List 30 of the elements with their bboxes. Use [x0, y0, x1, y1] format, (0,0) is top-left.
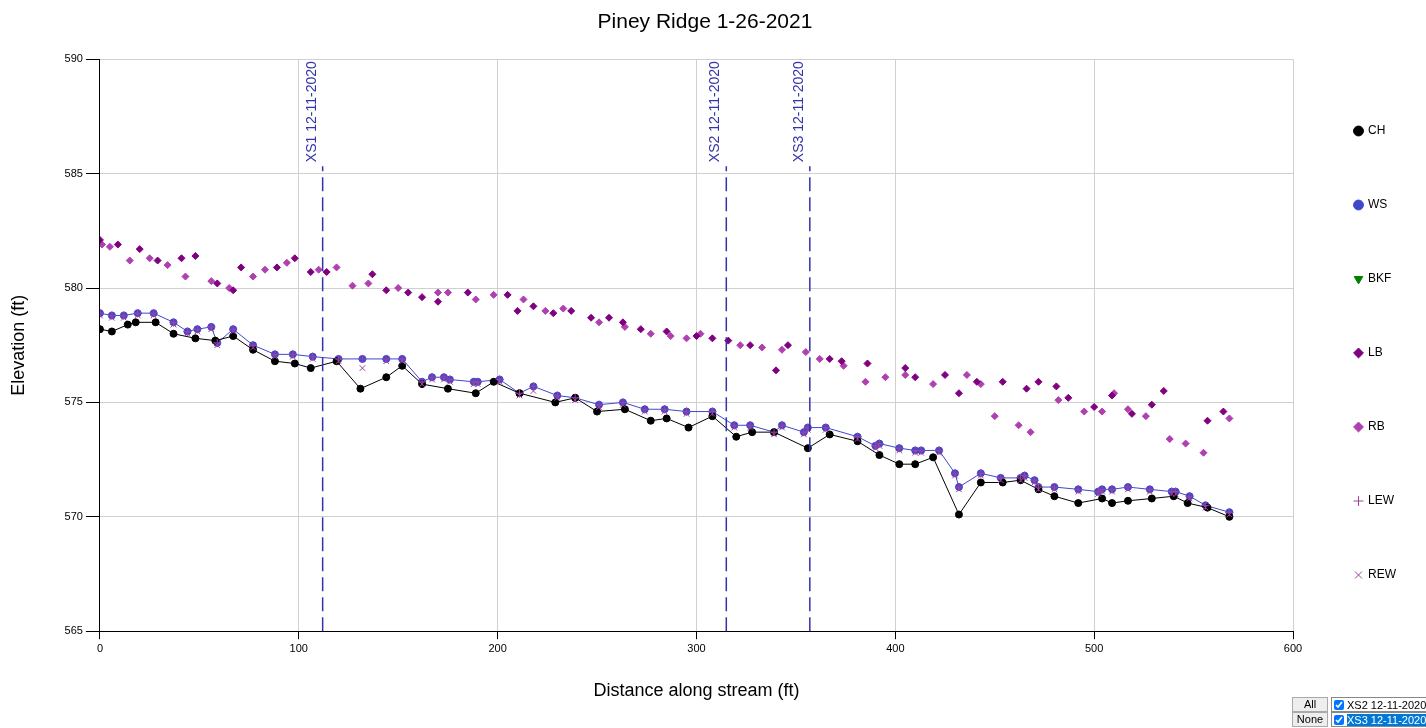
y-tick-label: 590 [64, 52, 83, 65]
x-tick-label: 600 [1283, 641, 1303, 654]
y-tick-label: 565 [64, 624, 83, 637]
legend-label: RB [1368, 419, 1385, 434]
chart-title: Piney Ridge 1-26-2021 [597, 9, 813, 33]
x-tick-label: 400 [886, 641, 905, 654]
x-tick-label: 300 [687, 641, 706, 654]
text: XS3 12-11-2020 [1347, 713, 1426, 726]
legend-label: WS [1368, 197, 1388, 212]
legend-label: LB [1368, 345, 1383, 360]
x-tick-label: 500 [1084, 641, 1104, 654]
y-tick-label: 575 [64, 395, 83, 408]
y-tick-label: 580 [64, 281, 83, 294]
legend-label: CH [1368, 123, 1386, 138]
x-tick-label: 200 [488, 641, 507, 654]
y-axis-title: Elevation (ft) [7, 294, 28, 396]
text: None [1292, 712, 1328, 727]
legend-label: BKF [1368, 271, 1392, 286]
ref-line-label: XS2 12-11-2020 [706, 61, 723, 163]
ref-line-label: XS1 12-11-2020 [302, 61, 319, 163]
text: XS2 12-11-2020 [1347, 698, 1426, 711]
y-tick-label: 585 [64, 166, 83, 179]
y-tick-label: 570 [64, 509, 83, 522]
legend-label: LEW [1368, 493, 1395, 508]
x-tick-label: 0 [96, 641, 104, 654]
x-tick-label: 100 [289, 641, 308, 654]
text: All [1292, 697, 1328, 712]
x-axis-title: Distance along stream (ft) [593, 680, 800, 701]
legend-label: REW [1368, 567, 1397, 582]
ref-line-label: XS3 12-11-2020 [789, 61, 806, 163]
